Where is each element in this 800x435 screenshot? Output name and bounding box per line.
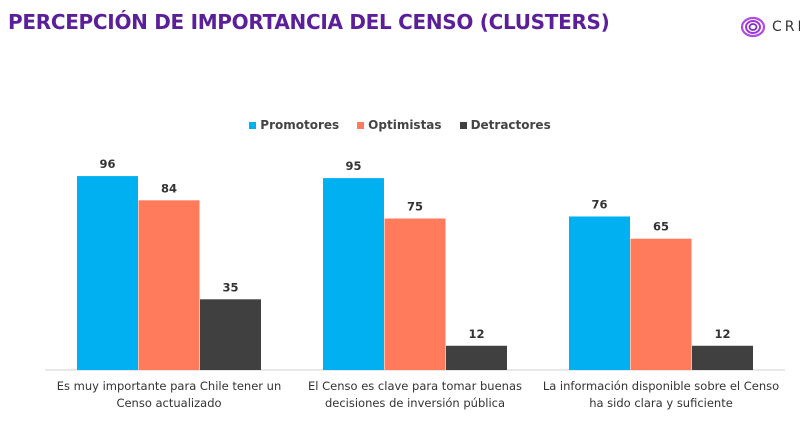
data-label: 84 (161, 181, 177, 195)
legend-label: Promotores (260, 118, 340, 132)
legend-item: Detractores (459, 118, 551, 132)
legend-item: Optimistas (357, 118, 442, 132)
category-label: El Censo es clave para tomar buenas deci… (308, 379, 522, 410)
bar-detractores (692, 345, 753, 370)
bar-optimistas (630, 238, 692, 370)
page-title: PERCEPCIÓN DE IMPORTANCIA DEL CENSO (CLU… (8, 10, 610, 34)
data-label: 96 (99, 157, 115, 171)
bar-promotores (323, 178, 384, 370)
legend-swatch (357, 121, 365, 129)
logo: CRI (740, 16, 800, 38)
legend-swatch (249, 121, 257, 129)
legend-label: Detractores (470, 118, 551, 132)
bar-promotores (77, 176, 138, 370)
legend-swatch (459, 121, 467, 129)
bar-optimistas (138, 200, 200, 370)
bar-detractores (446, 345, 507, 370)
data-label: 95 (345, 159, 361, 173)
data-label: 12 (468, 327, 484, 341)
legend: Promotores Optimistas Detractores (0, 118, 800, 132)
data-label: 12 (714, 327, 730, 341)
bar-optimistas (384, 218, 446, 370)
data-label: 75 (407, 200, 423, 214)
category-label: Es muy importante para Chile tener un Ce… (56, 379, 282, 410)
legend-item: Promotores (249, 118, 339, 132)
bar-detractores (200, 299, 261, 370)
data-label: 76 (591, 197, 607, 211)
data-label: 35 (222, 280, 238, 294)
bar-promotores (569, 216, 630, 370)
logo-text: CRI (772, 19, 800, 35)
data-label: 65 (653, 220, 669, 234)
category-label: La información disponible sobre el Censo… (542, 379, 780, 410)
legend-label: Optimistas (368, 118, 442, 132)
logo-icon (740, 16, 766, 38)
